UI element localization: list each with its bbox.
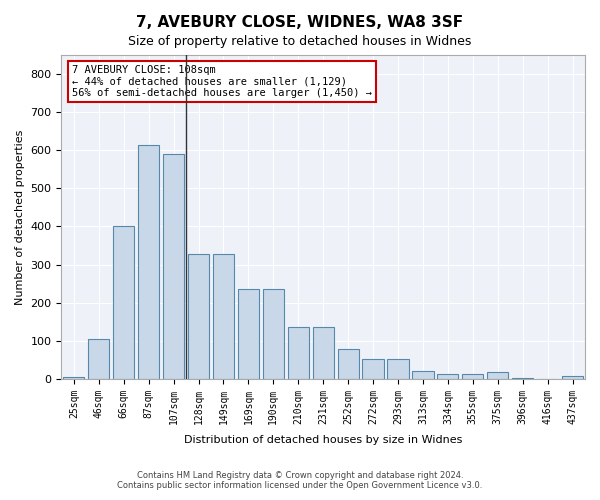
Bar (188, 254, 209, 379)
Bar (88, 339, 109, 379)
Y-axis label: Number of detached properties: Number of detached properties (15, 130, 25, 304)
Bar (388, 358, 409, 379)
Bar (263, 290, 284, 379)
Bar (138, 144, 159, 379)
Bar (462, 374, 484, 379)
Bar (287, 328, 309, 379)
Text: 7 AVEBURY CLOSE: 108sqm
← 44% of detached houses are smaller (1,129)
56% of semi: 7 AVEBURY CLOSE: 108sqm ← 44% of detache… (72, 64, 372, 98)
Bar (412, 370, 434, 379)
Bar (562, 376, 583, 379)
Bar (437, 374, 458, 379)
Bar (63, 377, 85, 379)
Bar (238, 290, 259, 379)
Text: 7, AVEBURY CLOSE, WIDNES, WA8 3SF: 7, AVEBURY CLOSE, WIDNES, WA8 3SF (136, 15, 464, 30)
Bar (338, 349, 359, 379)
Text: Size of property relative to detached houses in Widnes: Size of property relative to detached ho… (128, 35, 472, 48)
Bar (362, 358, 383, 379)
Bar (163, 154, 184, 379)
Text: Contains HM Land Registry data © Crown copyright and database right 2024.
Contai: Contains HM Land Registry data © Crown c… (118, 470, 482, 490)
Bar (113, 226, 134, 379)
Bar (487, 372, 508, 379)
X-axis label: Distribution of detached houses by size in Widnes: Distribution of detached houses by size … (184, 435, 463, 445)
Bar (313, 328, 334, 379)
Bar (512, 378, 533, 379)
Bar (213, 254, 234, 379)
